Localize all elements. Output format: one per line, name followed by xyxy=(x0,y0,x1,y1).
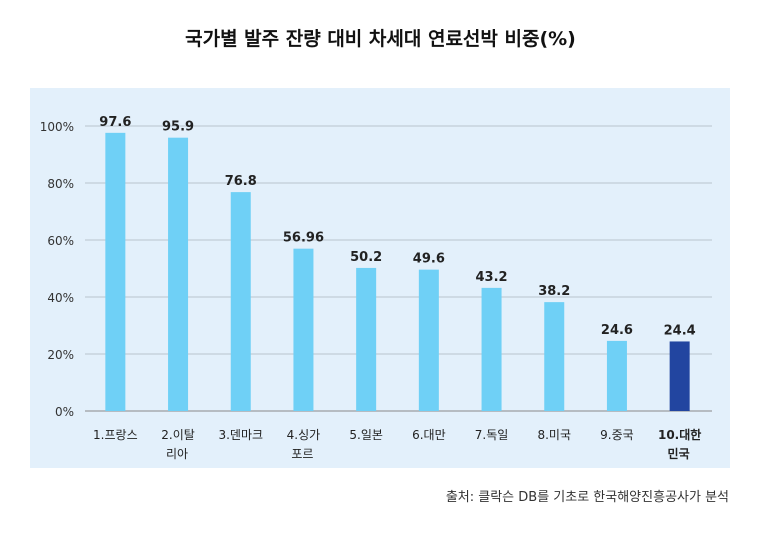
bar xyxy=(544,302,565,411)
x-tick-label: 8.미국 xyxy=(537,428,571,442)
data-label: 95.9 xyxy=(162,120,194,135)
bar xyxy=(356,267,377,411)
bar xyxy=(105,132,126,411)
bar xyxy=(669,341,690,411)
bar xyxy=(230,192,251,411)
y-tick-label: 80% xyxy=(47,177,74,191)
x-tick-label: 민국 xyxy=(668,446,690,461)
y-tick-label: 40% xyxy=(47,291,74,305)
x-tick-label: 5.일본 xyxy=(349,428,383,442)
x-tick-label: 9.중국 xyxy=(600,428,634,442)
chart-title: 국가별 발주 잔량 대비 차세대 연료선박 비중(%) xyxy=(185,28,576,50)
data-label: 24.4 xyxy=(664,323,696,338)
data-label: 76.8 xyxy=(225,174,257,189)
bar xyxy=(293,248,314,411)
data-label: 50.2 xyxy=(350,250,382,265)
data-label: 43.2 xyxy=(476,270,508,285)
data-label: 56.96 xyxy=(283,231,324,246)
data-label: 49.6 xyxy=(413,252,445,267)
bar xyxy=(168,137,189,411)
x-tick-label: 7.독일 xyxy=(475,428,509,442)
x-tick-label: 4.싱가 xyxy=(287,428,321,442)
bar xyxy=(606,340,627,411)
x-tick-label: 3.덴마크 xyxy=(218,428,263,442)
x-tick-label: 리아 xyxy=(166,447,188,461)
source-note: 출처: 클락슨 DB를 기초로 한국해양진흥공사가 분석 xyxy=(445,490,729,505)
y-tick-label: 20% xyxy=(47,348,74,362)
y-tick-label: 0% xyxy=(55,405,74,419)
x-tick-label: 10.대한 xyxy=(658,427,701,442)
bar xyxy=(481,287,502,411)
y-tick-label: 60% xyxy=(47,234,74,248)
x-tick-label: 2.이탈 xyxy=(161,428,195,442)
data-label: 97.6 xyxy=(99,115,131,130)
bar xyxy=(418,269,439,411)
x-tick-label: 1.프랑스 xyxy=(93,428,138,442)
x-tick-label: 6.대만 xyxy=(412,428,446,442)
data-label: 38.2 xyxy=(538,284,570,299)
x-tick-label: 포르 xyxy=(291,447,313,461)
y-tick-label: 100% xyxy=(40,120,74,134)
data-label: 24.6 xyxy=(601,323,633,338)
